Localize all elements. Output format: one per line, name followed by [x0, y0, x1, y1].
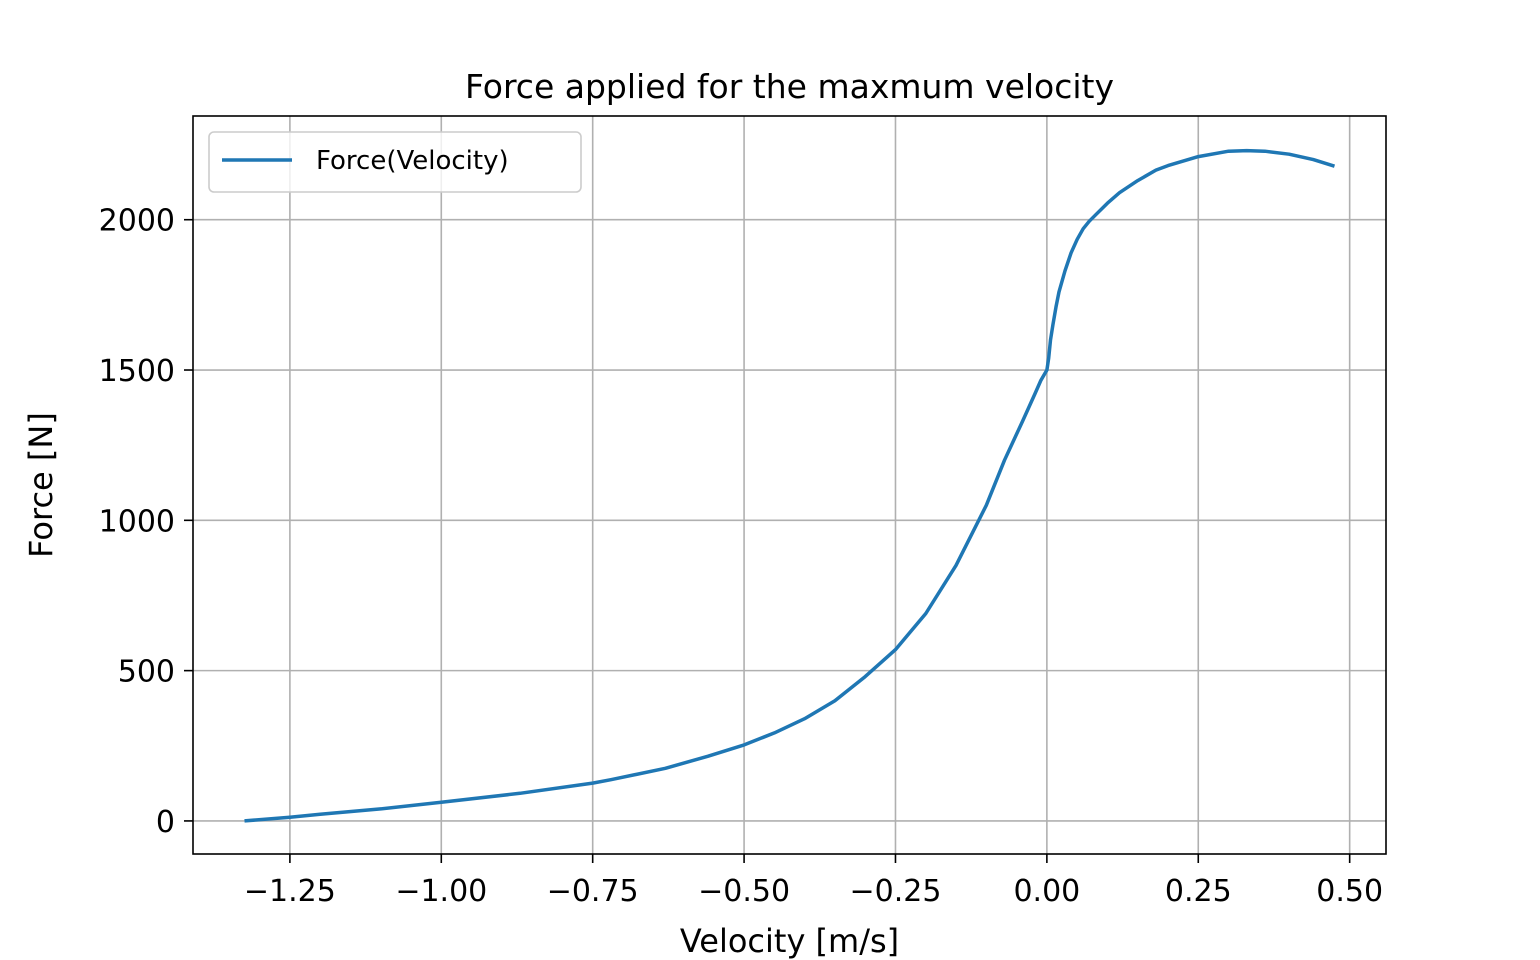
x-tick-label: −1.00	[395, 874, 487, 909]
chart-title: Force applied for the maxmum velocity	[465, 67, 1114, 106]
legend-entry: Force(Velocity)	[316, 146, 509, 176]
legend: Force(Velocity)	[208, 131, 582, 193]
axis-ticks: −1.25 −1.00 −0.75 −0.50 −0.25 0.00 0.25 0.50 0 50…	[99, 204, 1383, 909]
y-tick-label: 500	[118, 655, 175, 690]
x-tick-label: 0.50	[1316, 874, 1383, 909]
x-axis-label: Velocity [m/s]	[680, 922, 899, 960]
x-tick-label: −0.25	[850, 874, 942, 909]
x-tick-label: 0.25	[1165, 874, 1232, 909]
x-tick-label: −1.25	[244, 874, 336, 909]
series-line-force-velocity	[244, 148, 1336, 823]
x-tick-label: −0.50	[698, 874, 790, 909]
grid-lines	[193, 116, 1386, 854]
y-axis-label: Force [N]	[22, 412, 60, 558]
y-tick-label: 2000	[99, 204, 175, 239]
plot-frame	[192, 115, 1387, 855]
legend-box	[208, 131, 582, 193]
x-tick-label: −0.75	[547, 874, 639, 909]
series-layer	[244, 148, 1336, 823]
y-tick-label: 1000	[99, 504, 175, 539]
y-tick-label: 1500	[99, 354, 175, 389]
x-tick-label: 0.00	[1013, 874, 1080, 909]
y-tick-label: 0	[156, 805, 175, 840]
